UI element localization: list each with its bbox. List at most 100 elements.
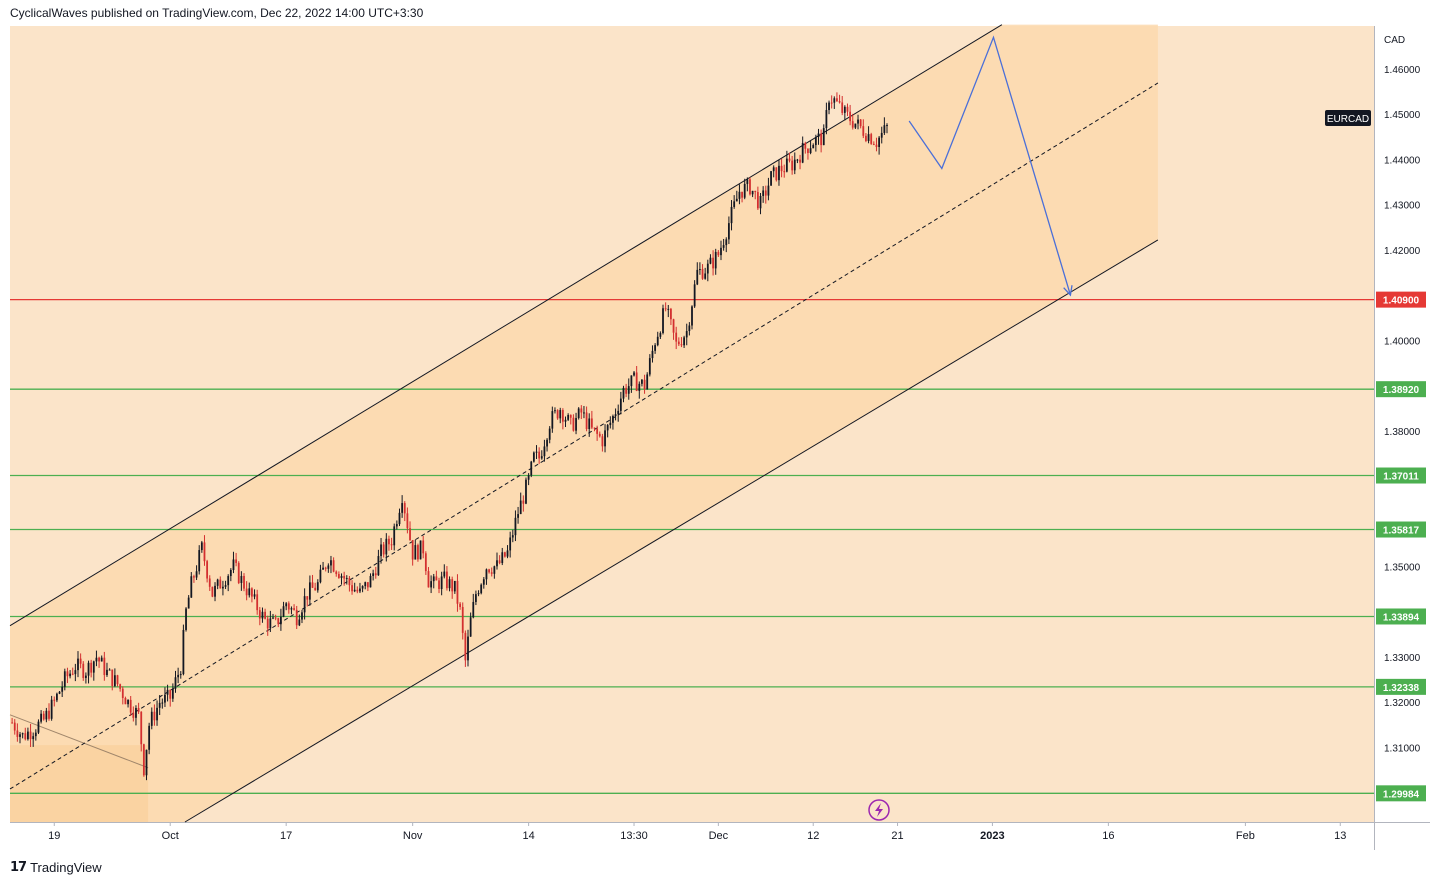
- candle-body: [730, 206, 733, 224]
- candle-body: [198, 550, 201, 572]
- candle-body: [401, 503, 404, 513]
- candle-body: [609, 422, 612, 426]
- candle-body: [598, 433, 601, 437]
- candle-body: [272, 617, 274, 619]
- price-tag-1.35817: 1.35817: [1383, 526, 1420, 537]
- candle-body: [696, 269, 699, 285]
- candle-body: [324, 567, 327, 569]
- candle-body: [867, 134, 870, 141]
- candle-body: [435, 576, 438, 581]
- symbol-tag[interactable]: EURCAD: [1325, 110, 1371, 126]
- parallel-channel[interactable]: [9, 24, 1159, 823]
- candle-body: [485, 569, 488, 580]
- published-info: published on TradingView.com, Dec 22, 20…: [90, 6, 424, 20]
- candle-body: [530, 461, 533, 476]
- candle-body: [193, 576, 195, 578]
- candle-body: [353, 589, 356, 592]
- tradingview-footer[interactable]: 17 TradingView: [10, 858, 102, 876]
- candle-body: [266, 618, 269, 629]
- candle-body: [548, 428, 551, 440]
- projection-path[interactable]: [908, 35, 1073, 297]
- candle-body: [61, 686, 64, 692]
- time-tick: Oct: [162, 830, 179, 842]
- candle-body: [685, 331, 688, 338]
- candle-body: [66, 671, 69, 677]
- candle-body: [19, 734, 21, 737]
- candle-body: [475, 594, 477, 602]
- time-tick: 19: [48, 830, 60, 842]
- candle-body: [27, 731, 29, 740]
- price-tick: 1.33000: [1384, 653, 1421, 664]
- candle-body: [535, 451, 538, 453]
- candle-body: [71, 673, 74, 675]
- candle-body: [612, 416, 614, 423]
- candle-body: [778, 165, 780, 181]
- candle-body: [722, 245, 725, 248]
- candle-body: [345, 578, 348, 580]
- candle-body: [712, 257, 714, 269]
- candle-body: [332, 560, 335, 572]
- symbol-tag-label: EURCAD: [1327, 114, 1369, 125]
- candle-body: [775, 167, 778, 181]
- publisher-name[interactable]: CyclicalWaves: [10, 6, 88, 20]
- candle-body: [464, 632, 467, 661]
- candle-body: [446, 571, 448, 589]
- candle-body: [356, 589, 359, 592]
- candle-body: [274, 617, 277, 619]
- candle-body: [862, 126, 865, 136]
- candle-body: [393, 526, 396, 546]
- candle-body: [801, 143, 804, 163]
- candle-body: [633, 372, 635, 376]
- candle-body: [232, 559, 235, 571]
- candle-body: [791, 160, 794, 171]
- candle-body: [706, 263, 709, 274]
- candle-body: [741, 191, 743, 198]
- price-chart[interactable]: CAD 1.460001.450001.440001.430001.420001…: [0, 0, 1440, 856]
- time-tick: 12: [807, 830, 819, 842]
- candle-body: [24, 733, 27, 740]
- candle-body: [453, 580, 456, 592]
- price-tick: 1.43000: [1384, 201, 1421, 212]
- candle-body: [206, 561, 209, 579]
- candle-body: [496, 560, 498, 567]
- candle-body: [380, 544, 382, 557]
- candle-body: [588, 418, 591, 430]
- lightning-icon[interactable]: [868, 799, 890, 821]
- candle-body: [216, 579, 219, 586]
- candle-body: [833, 98, 836, 103]
- candle-body: [488, 569, 490, 573]
- candle-body: [822, 128, 825, 146]
- price-tick: 1.40000: [1384, 336, 1421, 347]
- candle-body: [243, 575, 245, 589]
- candle-body: [185, 608, 187, 630]
- price-tag-bg-1.35817: [1376, 521, 1426, 538]
- candle-body: [527, 475, 530, 480]
- candle-body: [56, 693, 58, 701]
- candle-body: [691, 306, 693, 326]
- trend-line-short: [9, 714, 149, 769]
- lower-left-zone: [10, 745, 149, 822]
- candle-body: [58, 691, 61, 694]
- candle-body: [208, 578, 211, 587]
- publication-header: CyclicalWaves published on TradingView.c…: [10, 6, 423, 20]
- candle-body: [351, 585, 353, 592]
- candle-body: [280, 616, 282, 625]
- candle-body: [688, 325, 691, 332]
- candle-body: [630, 375, 633, 387]
- candle-body: [503, 552, 506, 557]
- candle-body: [490, 572, 493, 574]
- candle-body: [377, 556, 380, 576]
- candle-body: [883, 125, 886, 133]
- candle-body: [298, 619, 301, 626]
- candle-body: [830, 102, 833, 104]
- candle-body: [667, 308, 670, 310]
- candle-body: [148, 725, 151, 750]
- candle-body: [699, 269, 701, 271]
- channel-line-middle: [9, 82, 1159, 790]
- channel-line-lower: [184, 239, 1159, 823]
- candle-body: [662, 308, 664, 334]
- price-tag-1.40900: 1.40900: [1383, 296, 1420, 307]
- candle-body: [546, 439, 548, 447]
- candle-body: [480, 584, 483, 594]
- candle-body: [382, 544, 385, 555]
